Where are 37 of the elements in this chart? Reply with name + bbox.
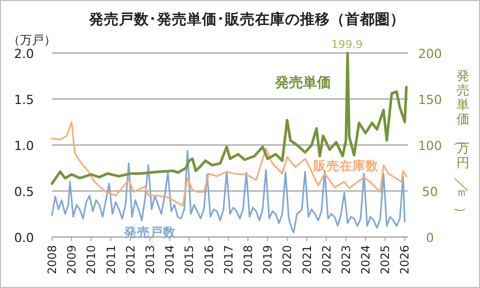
y2-tick-label: 100 [418, 138, 442, 153]
y-tick-label: 1.5 [14, 92, 34, 107]
series-label: 販売在庫数 [312, 158, 380, 173]
x-tick-label: 2025 [378, 245, 392, 274]
line-series [50, 52, 408, 185]
y2-tick-label: 50 [422, 184, 438, 199]
x-tick-label: 2016 [202, 245, 216, 274]
y2-tick-label: 150 [418, 92, 442, 107]
y-tick-label: 0.0 [14, 230, 34, 245]
line-series [51, 121, 408, 207]
chart-title: 発売戸数･発売単価･販売在庫の推移（首都圏） [88, 10, 405, 28]
x-tick-label: 2015 [182, 245, 196, 274]
x-tick-label: 2021 [300, 245, 314, 274]
x-tick-label: 2020 [280, 245, 294, 274]
x-tick-label: 2018 [240, 245, 255, 274]
y2-tick-label: 0 [426, 230, 434, 245]
y-tick-label: 2.0 [14, 46, 34, 61]
series-label: 発売戸数 [123, 224, 177, 240]
text: 199.9 [331, 38, 363, 51]
x-tick-label: 2011 [104, 245, 118, 274]
y-tick-label: 0.5 [14, 184, 34, 199]
x-tick-label: 2010 [84, 245, 98, 274]
x-tick-label: 2012 [123, 245, 138, 274]
series-label: 発売単価 [274, 75, 331, 91]
x-tick-label: 2017 [221, 245, 236, 274]
x-tick-label: 2008 [45, 245, 59, 274]
x-tick-label: 2013 [142, 245, 157, 274]
x-tick-label: 2009 [64, 245, 79, 274]
x-tick-label: 2023 [338, 245, 353, 274]
x-tick-label: 2014 [162, 245, 177, 274]
x-tick-label: 2022 [319, 245, 334, 274]
y-axis-title: （万戸） [8, 33, 56, 47]
x-tick-label: 2026 [398, 245, 412, 274]
x-tick-label: 2019 [260, 245, 275, 274]
x-tick-label: 2024 [358, 245, 373, 274]
y-tick-label: 1.0 [14, 138, 34, 153]
y2-tick-label: 200 [418, 46, 442, 61]
